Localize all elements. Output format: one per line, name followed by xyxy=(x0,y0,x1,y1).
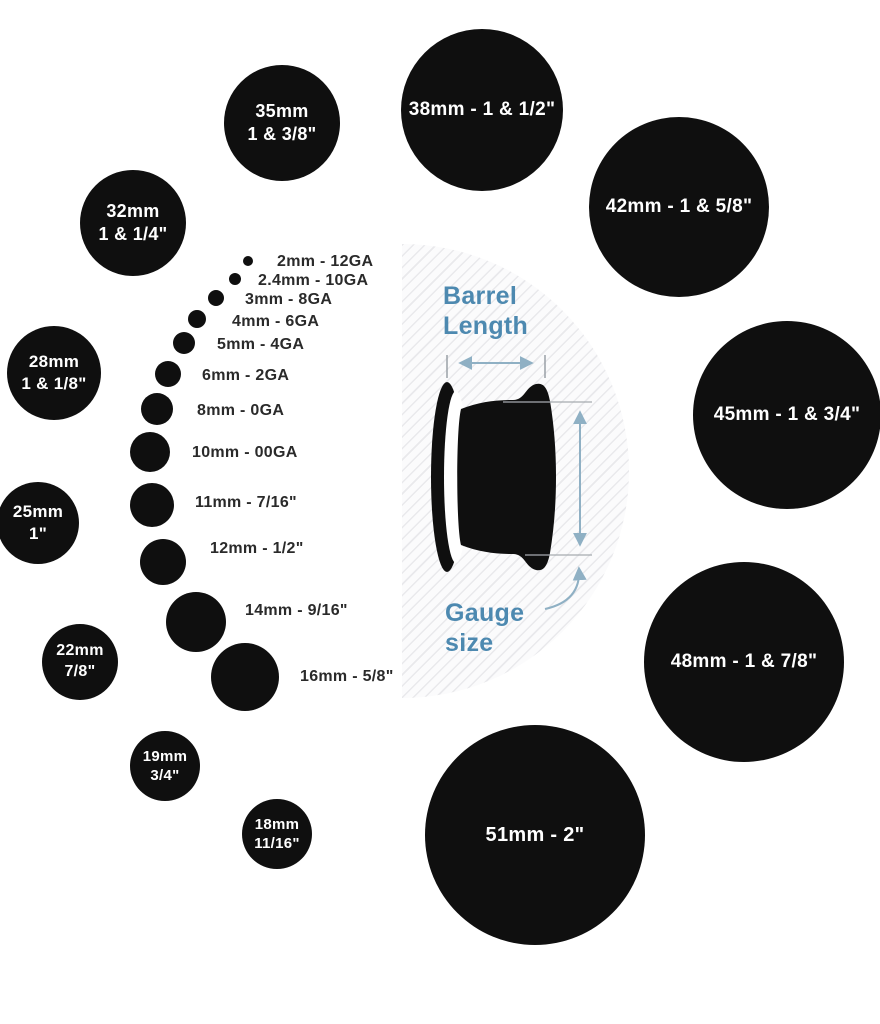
size-circle-text: 51mm - 2" xyxy=(485,824,585,846)
gauge-dot-4mm xyxy=(188,310,206,328)
size-circle-text: 1 & 1/8" xyxy=(21,374,87,393)
size-circle-18mm: 18mm 11/16" xyxy=(242,799,312,869)
gauge-dot-3mm xyxy=(208,290,224,306)
gauge-dot-6mm xyxy=(155,361,181,387)
gauge-dot-label-14mm: 14mm - 9/16" xyxy=(245,602,348,619)
size-circle-text: 25mm xyxy=(12,501,64,521)
gauge-dot-10mm xyxy=(130,432,170,472)
size-circle-text: 42mm - 1 & 5/8" xyxy=(605,195,753,217)
size-circle-text: 22mm xyxy=(56,642,104,660)
gauge-dot-label-2mm: 2mm - 12GA xyxy=(277,253,374,270)
gauge-dot-8mm xyxy=(141,393,173,425)
gauge-size-label: Gauge size xyxy=(445,598,524,658)
size-circle-text: 1 & 1/4" xyxy=(98,224,168,244)
gauge-dot-2mm xyxy=(243,256,253,266)
gauge-dot-14mm xyxy=(166,592,226,652)
size-circle-text: 1 & 3/8" xyxy=(247,124,317,144)
size-circle-text: 1" xyxy=(28,524,48,543)
size-circle-48mm: 48mm - 1 & 7/8" xyxy=(644,562,844,762)
size-circle-51mm: 51mm - 2" xyxy=(425,725,645,945)
gauge-dot-label-4mm: 4mm - 6GA xyxy=(232,313,320,330)
gauge-dot-12mm xyxy=(140,539,186,585)
size-circle-28mm: 28mm 1 & 1/8" xyxy=(7,326,101,420)
plug-body xyxy=(457,383,556,571)
size-circle-45mm: 45mm - 1 & 3/4" xyxy=(693,321,880,509)
size-circle-text: 19mm xyxy=(142,747,188,765)
gauge-curved-arrow-icon xyxy=(544,566,587,610)
plug-illustration xyxy=(431,382,556,572)
gauge-dot-label-3mm: 3mm - 8GA xyxy=(245,291,333,308)
plug-diagram xyxy=(431,355,592,610)
size-circle-35mm: 35mm 1 & 3/8" xyxy=(224,65,340,181)
size-circle-32mm: 32mm 1 & 1/4" xyxy=(80,170,186,276)
gauge-size-label-line1: Gauge xyxy=(445,599,525,627)
size-circle-text: 35mm xyxy=(255,100,309,121)
size-circle-text: 32mm xyxy=(106,200,160,221)
gauge-size-label-line2: size xyxy=(445,629,494,657)
size-circle-42mm: 42mm - 1 & 5/8" xyxy=(589,117,769,297)
gauge-dot-label-12mm: 12mm - 1/2" xyxy=(210,540,304,557)
size-circle-25mm: 25mm 1" xyxy=(0,482,79,564)
size-circle-text: 45mm - 1 & 3/4" xyxy=(713,403,861,425)
gauge-dot-label-2.4mm: 2.4mm - 10GA xyxy=(258,272,369,289)
gauge-dot-2.4mm xyxy=(229,273,241,285)
gauge-dot-label-10mm: 10mm - 00GA xyxy=(192,444,298,461)
size-circle-38mm: 38mm - 1 & 1/2" xyxy=(401,29,563,191)
gauge-dot-label-5mm: 5mm - 4GA xyxy=(217,336,305,353)
size-circle-text: 28mm xyxy=(28,351,80,371)
gauge-dot-5mm xyxy=(173,332,195,354)
size-circle-text: 11/16" xyxy=(254,835,300,852)
size-circle-text: 48mm - 1 & 7/8" xyxy=(670,650,818,672)
size-circle-19mm: 19mm 3/4" xyxy=(130,731,200,801)
size-circle-text: 3/4" xyxy=(150,767,180,784)
barrel-length-label: Barrel Length xyxy=(443,281,528,341)
gauge-dot-16mm xyxy=(211,643,279,711)
gauge-dot-label-11mm: 11mm - 7/16" xyxy=(195,494,297,511)
gauge-dot-label-6mm: 6mm - 2GA xyxy=(202,367,290,384)
gauge-dot-label-8mm: 8mm - 0GA xyxy=(197,402,285,419)
barrel-length-label-line2: Length xyxy=(443,312,529,340)
gauge-dot-label-16mm: 16mm - 5/8" xyxy=(300,668,394,685)
gauge-dot-11mm xyxy=(130,483,174,527)
barrel-length-label-line1: Barrel xyxy=(443,282,518,310)
size-circle-text: 38mm - 1 & 1/2" xyxy=(408,98,556,120)
size-circle-text: 18mm xyxy=(254,815,300,833)
size-circle-22mm: 22mm 7/8" xyxy=(42,624,118,700)
size-circle-text: 7/8" xyxy=(64,663,96,680)
